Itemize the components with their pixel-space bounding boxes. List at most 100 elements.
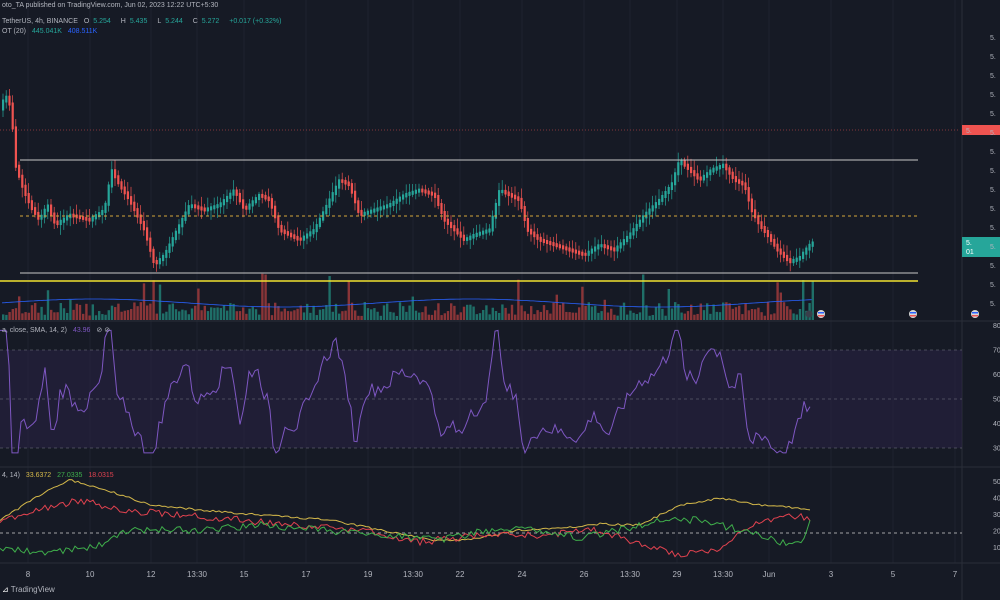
volume-bar	[405, 311, 408, 320]
price-axis-label: 5.	[990, 301, 996, 308]
volume-bar	[709, 313, 712, 320]
volume-bar	[507, 313, 510, 320]
candle-body	[280, 224, 283, 233]
volume-bar	[606, 312, 610, 320]
candle-body	[622, 239, 625, 246]
volume-bar	[309, 312, 312, 320]
candle-body	[485, 229, 488, 234]
candle-body	[450, 221, 453, 229]
volume-bar	[91, 304, 94, 320]
volume-bar	[40, 306, 43, 320]
candle-body	[558, 244, 561, 249]
candle-body	[456, 228, 459, 235]
candle-body	[34, 207, 37, 215]
candle-body	[181, 217, 184, 228]
candle-body	[146, 227, 149, 241]
volume-bar	[101, 314, 104, 320]
candle-body	[392, 200, 395, 206]
volume-bar	[98, 311, 101, 320]
volume-legend: OT (20) 445.041K 408.511K	[2, 28, 101, 35]
volume-bar	[773, 313, 776, 320]
candle-body	[318, 217, 321, 228]
volume-bar	[741, 314, 744, 320]
candle-body	[107, 184, 110, 206]
candle-body	[747, 187, 750, 202]
volume-bar	[174, 309, 178, 320]
volume-bar	[146, 305, 149, 320]
candle-body	[568, 247, 571, 252]
candle-body	[696, 173, 699, 180]
volume-bar	[632, 312, 635, 320]
time-axis-label: 13:30	[620, 570, 641, 579]
volume-bar	[27, 312, 30, 320]
candle-body	[120, 181, 123, 190]
candle-body	[779, 248, 782, 255]
candle-body	[210, 206, 213, 211]
candle-body	[578, 250, 581, 255]
candle-body	[155, 260, 158, 265]
volume-bar	[200, 310, 203, 320]
volume-bar	[171, 303, 174, 320]
volume-bar	[34, 303, 37, 320]
volume-bar	[53, 312, 56, 320]
ohlc-close: C 5.272	[192, 18, 220, 25]
candle-body	[494, 202, 497, 219]
volume-bar	[238, 311, 242, 320]
candle-body	[792, 258, 795, 264]
volume-bar	[434, 310, 437, 320]
volume-bar	[370, 309, 373, 320]
adx-axis-label: 20	[993, 529, 1000, 536]
volume-bar	[587, 302, 590, 320]
volume-bar	[533, 314, 536, 320]
candle-body	[619, 242, 622, 249]
adx-axis: 50 40 30 20 10	[993, 479, 1000, 552]
candle-body	[168, 243, 171, 253]
volume-bar	[603, 299, 606, 320]
candle-body	[21, 174, 24, 188]
volume-bar	[635, 314, 638, 320]
candle-body	[581, 251, 584, 256]
candle-body	[731, 171, 734, 180]
volume-bar	[715, 311, 718, 320]
candle-body	[5, 95, 8, 103]
candle-body	[552, 242, 555, 247]
time-axis-label: 13:30	[403, 570, 424, 579]
candle-body	[546, 239, 549, 245]
candle-body	[187, 205, 190, 215]
volume-bar	[782, 302, 786, 320]
candle-body	[302, 235, 305, 241]
volume-bar	[290, 311, 293, 320]
tradingview-footer[interactable]: ⊿ TradingView	[2, 585, 55, 594]
rsi-axis-label: 30	[993, 446, 1000, 453]
candle-body	[341, 179, 344, 183]
volume-bar	[526, 313, 530, 320]
candle-body	[360, 209, 363, 216]
ohlc-open: O 5.254	[83, 18, 111, 25]
candle-body	[690, 166, 693, 174]
candle-body	[606, 245, 609, 250]
candle-body	[171, 237, 174, 247]
volume-bar	[613, 314, 616, 320]
candle-body	[632, 228, 635, 236]
volume-bar	[341, 311, 344, 320]
volume-bar	[331, 311, 334, 320]
candle-body	[533, 231, 536, 238]
volume-bar	[181, 309, 184, 320]
candle-body	[219, 202, 222, 208]
candle-body	[152, 248, 155, 263]
candle-body	[254, 197, 257, 204]
candle-body	[798, 255, 801, 261]
volume-bar	[82, 313, 85, 320]
candle-body	[299, 237, 302, 241]
candle-body	[536, 234, 539, 240]
volume-bar	[389, 311, 392, 320]
volume-bar	[286, 311, 290, 320]
candle-body	[808, 243, 811, 251]
volume-bar	[546, 310, 549, 320]
volume-ma-value: 408.511K	[67, 28, 98, 35]
volume-bar	[462, 306, 466, 320]
volume-bar	[616, 315, 619, 320]
volume-bar	[277, 306, 280, 320]
volume-bar	[418, 312, 421, 320]
